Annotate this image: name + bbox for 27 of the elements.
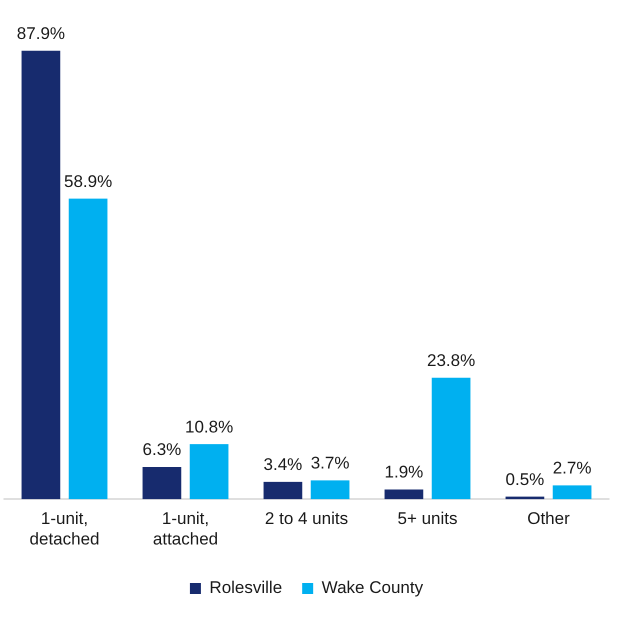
- data-label: 3.7%: [310, 454, 350, 473]
- data-label: 6.3%: [142, 440, 182, 460]
- data-label: 58.9%: [64, 172, 112, 191]
- x-tick-label: 1-unit, detached: [30, 509, 100, 548]
- x-tick-label: 2 to 4 units: [264, 509, 348, 528]
- bar: [310, 480, 350, 500]
- data-label: 0.5%: [506, 470, 544, 489]
- data-label: 1.9%: [384, 462, 424, 482]
- data-label: 87.9%: [16, 24, 66, 43]
- x-tick-label: 1-unit, attached: [152, 509, 218, 548]
- bar: [384, 490, 424, 500]
- bar: [142, 467, 182, 500]
- data-label: 10.8%: [184, 417, 234, 436]
- bar: [190, 444, 228, 500]
- bar: [264, 482, 302, 500]
- legend-label: Rolesville: [209, 578, 282, 598]
- data-label: 3.4%: [264, 455, 302, 474]
- bar: [432, 378, 470, 500]
- bar: [552, 485, 592, 500]
- data-label: 2.7%: [552, 458, 592, 478]
- x-tick-label: Other: [527, 509, 570, 528]
- bar: [506, 496, 544, 500]
- data-label: 23.8%: [426, 350, 476, 370]
- bar: [68, 198, 108, 500]
- x-tick-label: 5+ units: [397, 509, 458, 528]
- legend-label: Wake County: [322, 578, 424, 598]
- bar: [22, 50, 60, 500]
